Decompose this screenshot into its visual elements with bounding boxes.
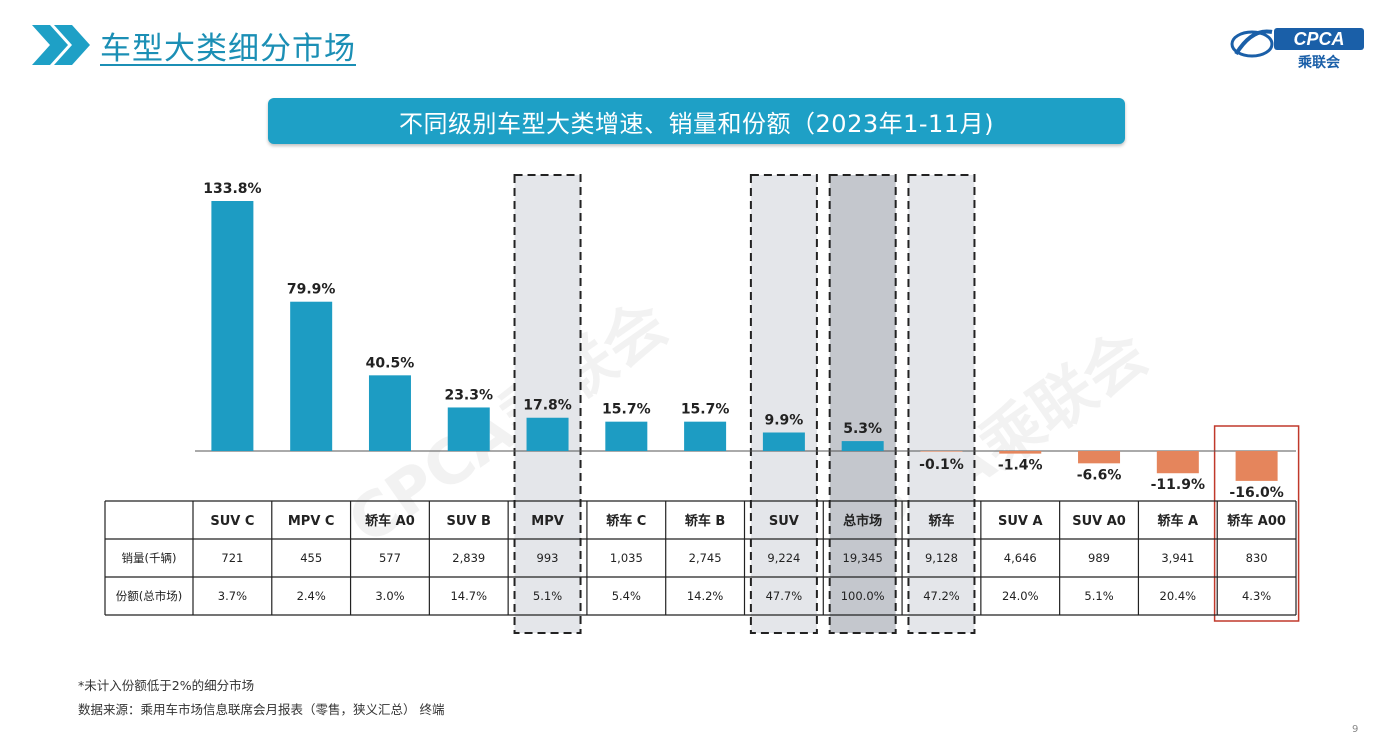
footnotes: *未计入份额低于2%的细分市场 数据来源：乘用车市场信息联席会月报表（零售，狭义… [78, 674, 444, 722]
data-table: SUV C MPV C 轿车 A0 SUV B MPV 轿车 C 轿车 B SUV 总市场 轿车 S… [104, 500, 1297, 616]
highlight-column-9 [828, 174, 897, 634]
page-number: 9 [1352, 724, 1359, 735]
category-label-12: SUV A0 [1072, 514, 1126, 529]
table-cell-2-14: 4.3% [1242, 589, 1271, 603]
cpca-logo: CPCA 乘联会 [1230, 28, 1364, 71]
table-cell-1-14: 830 [1246, 551, 1268, 565]
value-label-2: 79.9% [287, 282, 336, 298]
table-cell-1-5: 993 [537, 551, 559, 565]
value-labels-layer: 133.8% 79.9% 40.5% 23.3% 17.8% 15.7% 15.7% 9.9%… [203, 181, 1284, 501]
category-label-3: 轿车 A0 [365, 513, 415, 529]
table-cell-2-12: 5.1% [1084, 589, 1113, 603]
double-chevron-icon [32, 25, 90, 65]
table-cell-2-5: 5.1% [533, 589, 562, 603]
bar-7 [684, 421, 727, 451]
table-cell-1-7: 2,745 [689, 551, 722, 565]
bar-8 [762, 432, 805, 451]
table-cell-1-2: 455 [300, 551, 322, 565]
bar-14 [1235, 451, 1278, 481]
table-cell-1-12: 989 [1088, 551, 1110, 565]
value-label-9: 5.3% [843, 421, 882, 437]
category-label-8: SUV [769, 514, 799, 529]
table-cell-1-1: 721 [221, 551, 243, 565]
table-cell-2-1: 3.7% [218, 589, 247, 603]
svg-text:乘联会: 乘联会 [1297, 54, 1341, 71]
value-label-12: -6.6% [1077, 467, 1122, 483]
bar-4 [447, 407, 490, 451]
table-cell-1-10: 9,128 [925, 551, 958, 565]
value-label-4: 23.3% [444, 387, 493, 403]
category-label-10: 轿车 [928, 513, 954, 529]
bar-13 [1156, 451, 1199, 474]
category-label-4: SUV B [447, 514, 491, 529]
category-label-6: 轿车 C [606, 513, 646, 529]
table-cell-2-13: 20.4% [1160, 589, 1197, 603]
table-cell-1-11: 4,646 [1004, 551, 1037, 565]
footnote-source: 数据来源：乘用车市场信息联席会月报表（零售，狭义汇总） 终端 [78, 702, 445, 717]
category-label-13: 轿车 A [1158, 513, 1199, 529]
footnote-exclusion: *未计入份额低于2%的细分市场 [78, 678, 255, 693]
table-cell-2-3: 3.0% [375, 589, 404, 603]
category-label-1: SUV C [210, 514, 254, 529]
category-label-2: MPV C [288, 514, 335, 529]
chart-title-banner: 不同级别车型大类增速、销量和份额（2023年1-11月) [268, 98, 1125, 144]
value-label-6: 15.7% [602, 402, 651, 418]
bar-9 [841, 441, 884, 451]
table-cell-1-3: 577 [379, 551, 401, 565]
svg-text:CPCA: CPCA [1293, 29, 1344, 49]
category-label-11: SUV A [998, 514, 1043, 529]
row-header-1: 销量(千辆) [122, 551, 177, 565]
value-label-5: 17.8% [523, 398, 572, 414]
table-cell-1-9: 19,345 [843, 551, 883, 565]
row-header-2: 份额(总市场) [116, 589, 182, 603]
table-cell-2-10: 47.2% [923, 589, 960, 603]
bar-6 [605, 421, 648, 451]
value-label-10: -0.1% [919, 457, 964, 473]
table-cell-1-13: 3,941 [1161, 551, 1194, 565]
value-label-11: -1.4% [998, 458, 1043, 474]
page-title: 车型大类细分市场 [100, 30, 356, 67]
table-cell-2-9: 100.0% [841, 589, 885, 603]
value-label-3: 40.5% [366, 355, 415, 371]
category-label-5: MPV [531, 514, 564, 529]
category-label-14: 轿车 A00 [1227, 513, 1286, 529]
category-label-9: 总市场 [843, 513, 882, 529]
bar-5 [526, 417, 569, 451]
highlight-column-8 [749, 174, 818, 634]
table-cell-2-2: 2.4% [297, 589, 326, 603]
table-cell-2-6: 5.4% [612, 589, 641, 603]
bar-10 [920, 451, 963, 452]
table-cell-2-8: 47.7% [766, 589, 803, 603]
bar-11 [999, 451, 1042, 454]
value-label-8: 9.9% [764, 413, 803, 429]
table-cell-1-6: 1,035 [610, 551, 643, 565]
table-cell-1-4: 2,839 [452, 551, 485, 565]
value-label-14: -16.0% [1229, 485, 1283, 501]
highlight-column-5 [513, 174, 582, 634]
category-label-7: 轿车 B [685, 513, 725, 529]
table-cell-2-11: 24.0% [1002, 589, 1039, 603]
bar-2 [290, 301, 333, 451]
bar-3 [368, 375, 411, 451]
table-cell-1-8: 9,224 [767, 551, 800, 565]
bars-layer [195, 201, 1296, 481]
page-header: 车型大类细分市场 [30, 20, 356, 70]
bar-12 [1078, 451, 1121, 464]
highlight-layer [513, 174, 1300, 634]
value-label-7: 15.7% [681, 402, 730, 418]
value-label-1: 133.8% [203, 181, 261, 197]
red-emphasis-box [1213, 425, 1300, 622]
bar-1 [211, 201, 254, 451]
table-cell-2-7: 14.2% [687, 589, 724, 603]
value-label-13: -11.9% [1151, 477, 1205, 493]
highlight-column-10 [907, 174, 976, 634]
table-cell-2-4: 14.7% [450, 589, 487, 603]
